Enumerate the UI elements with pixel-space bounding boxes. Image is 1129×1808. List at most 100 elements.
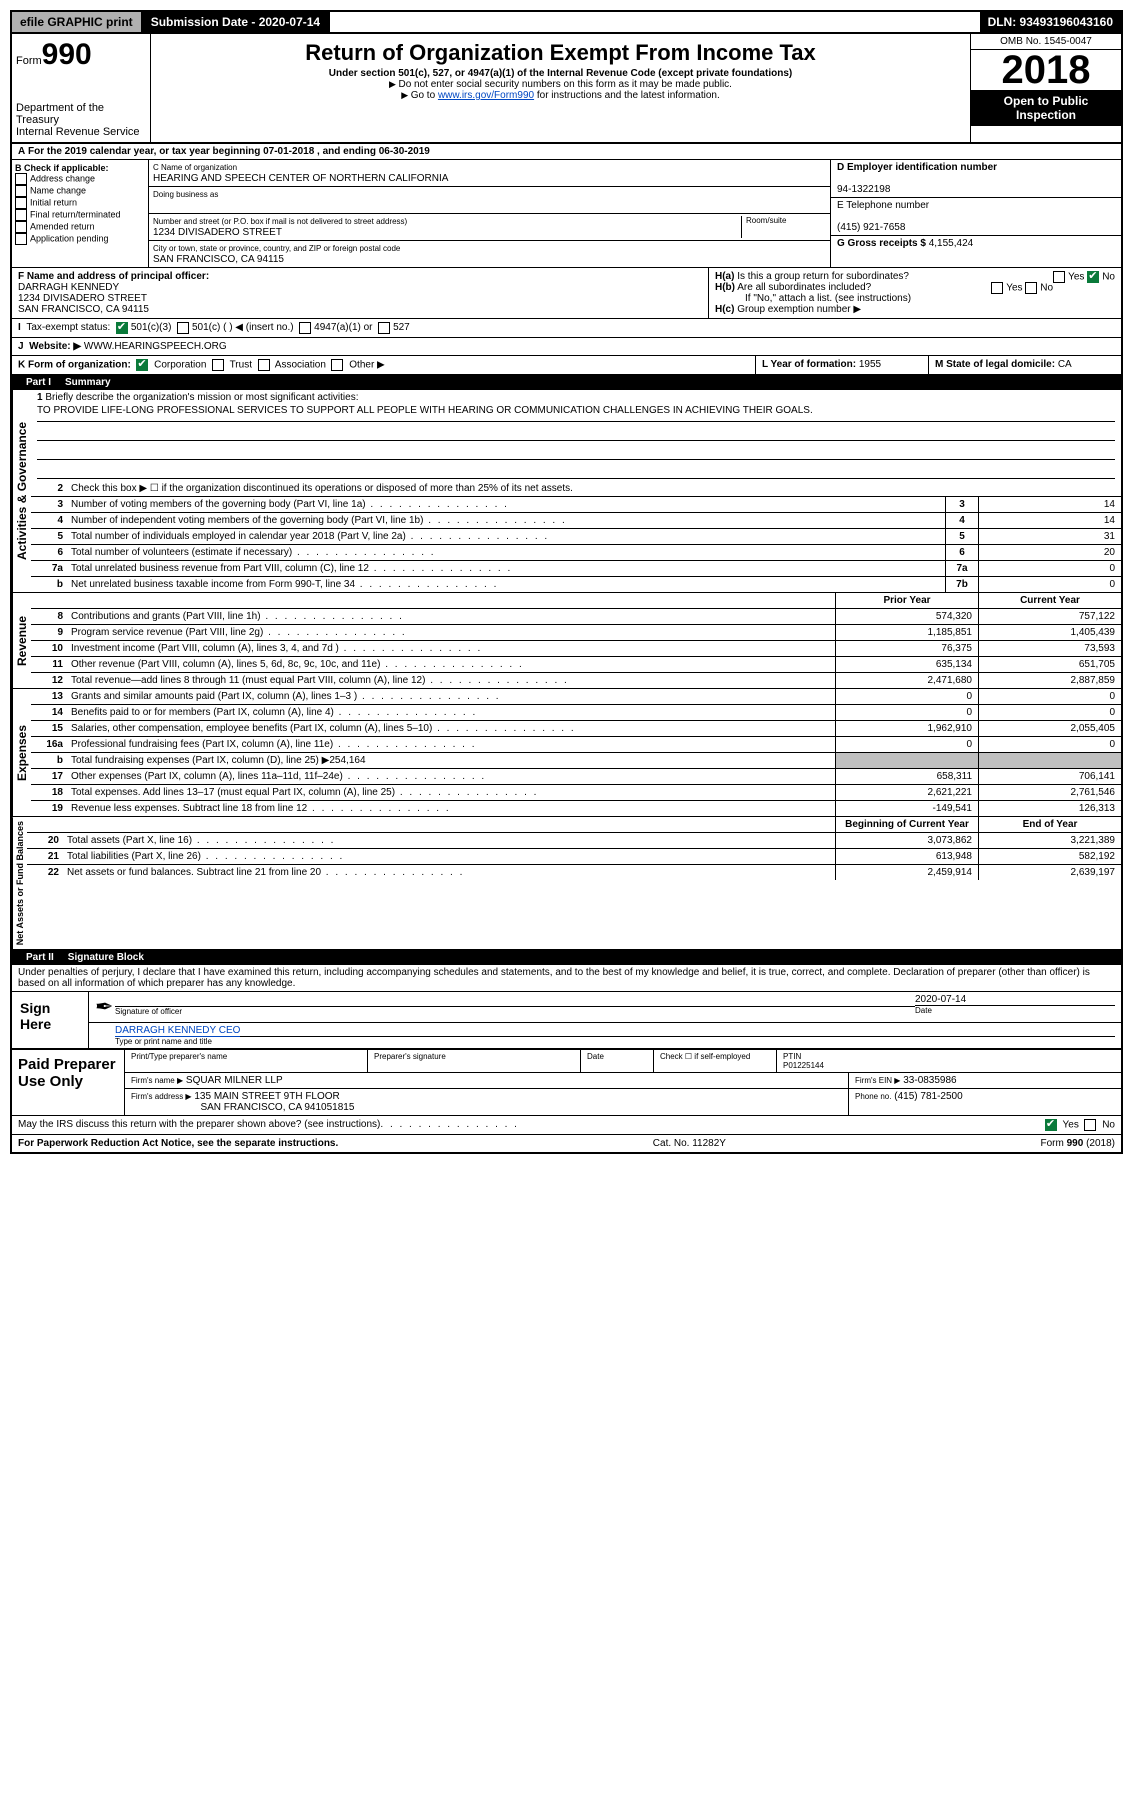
dln-label: DLN: 93493196043160 — [980, 12, 1121, 32]
gov-line: 2Check this box ▶ ☐ if the organization … — [31, 481, 1121, 497]
ein-label: D Employer identification number — [837, 162, 997, 173]
paid-label: Paid Preparer Use Only — [12, 1050, 125, 1115]
j-label: Website: ▶ — [29, 341, 81, 352]
gov-lines: 1 Briefly describe the organization's mi… — [31, 390, 1121, 592]
gov-vlabel: Activities & Governance — [12, 390, 31, 592]
date-label: Date — [915, 1005, 1115, 1015]
submission-date: Submission Date - 2020-07-14 — [143, 12, 330, 32]
discuss-yes-cb[interactable] — [1045, 1119, 1057, 1131]
form-prefix: Form — [16, 55, 42, 67]
city-block: City or town, state or province, country… — [149, 241, 830, 267]
501c3-cb[interactable] — [116, 322, 128, 334]
efile-label[interactable]: efile GRAPHIC print — [12, 12, 143, 32]
rev-line: 8Contributions and grants (Part VIII, li… — [31, 609, 1121, 625]
mission-text: TO PROVIDE LIFE-LONG PROFESSIONAL SERVIC… — [37, 403, 1115, 422]
f-label: F Name and address of principal officer: — [18, 271, 209, 282]
mission-block: 1 Briefly describe the organization's mi… — [31, 390, 1121, 481]
pra-notice: For Paperwork Reduction Act Notice, see … — [18, 1138, 338, 1149]
b-cb[interactable] — [15, 173, 27, 185]
net-line: 22Net assets or fund balances. Subtract … — [27, 865, 1121, 880]
gov-line: 5Total number of individuals employed in… — [31, 529, 1121, 545]
l-label: L Year of formation: — [762, 359, 856, 370]
part1-label: Part I — [20, 377, 57, 388]
section-bcd: B Check if applicable: Address changeNam… — [12, 160, 1121, 268]
no-label2: No — [1040, 283, 1053, 294]
firm-name: SQUAR MILNER LLP — [186, 1075, 283, 1086]
org-name-block: C Name of organizationHEARING AND SPEECH… — [149, 160, 830, 187]
corp-cb[interactable] — [136, 359, 148, 371]
b-cb[interactable] — [15, 185, 27, 197]
discuss-no-cb[interactable] — [1084, 1119, 1096, 1131]
cat-no: Cat. No. 11282Y — [653, 1138, 726, 1149]
opt-assoc: Association — [275, 360, 326, 371]
opt-other: Other ▶ — [349, 360, 384, 371]
trust-cb[interactable] — [212, 359, 224, 371]
ptin-val: P01225144 — [783, 1061, 824, 1070]
b-cb[interactable] — [15, 197, 27, 209]
b-item: Address change — [15, 173, 145, 185]
exp-line: 19Revenue less expenses. Subtract line 1… — [31, 801, 1121, 816]
hb-no-cb[interactable] — [1025, 282, 1037, 294]
firm-label: Firm's name ▶ — [131, 1076, 183, 1085]
mission-blank1 — [37, 422, 1115, 441]
prep-name-hdr: Print/Type preparer's name — [125, 1050, 368, 1072]
goto-post: for instructions and the latest informat… — [534, 90, 720, 101]
rev-line: 11Other revenue (Part VIII, column (A), … — [31, 657, 1121, 673]
firm-addr2: SAN FRANCISCO, CA 941051815 — [200, 1102, 354, 1113]
officer-name: DARRAGH KENNEDY — [18, 282, 119, 293]
b-item: Amended return — [15, 221, 145, 233]
phone-label: Phone no. — [855, 1092, 891, 1101]
sig-label: Signature of officer — [115, 1006, 915, 1020]
gross-block: G Gross receipts $ 4,155,424 — [831, 236, 1121, 251]
ptin-hdr: PTIN — [783, 1052, 801, 1061]
section-j: J Website: ▶ WWW.HEARINGSPEECH.ORG — [12, 338, 1121, 356]
top-bar: efile GRAPHIC print Submission Date - 20… — [12, 12, 1121, 34]
527-cb[interactable] — [378, 322, 390, 334]
ha-no-cb[interactable] — [1087, 271, 1099, 283]
net-vlabel: Net Assets or Fund Balances — [12, 817, 27, 949]
net-header: Beginning of Current YearEnd of Year — [27, 817, 1121, 833]
irs-link[interactable]: www.irs.gov/Form990 — [438, 90, 534, 101]
firm-ein-label: Firm's EIN ▶ — [855, 1076, 900, 1085]
501c-cb[interactable] — [177, 322, 189, 334]
form-header: Form990 Department of the Treasury Inter… — [12, 34, 1121, 144]
curr-hdr: Current Year — [978, 593, 1121, 608]
exp-line: 17Other expenses (Part IX, column (A), l… — [31, 769, 1121, 785]
b-cb[interactable] — [15, 233, 27, 245]
exp-line: 16aProfessional fundraising fees (Part I… — [31, 737, 1121, 753]
sign-block: Sign Here ✒ Signature of officer 2020-07… — [12, 992, 1121, 1050]
b-cb[interactable] — [15, 209, 27, 221]
exp-line: 13Grants and similar amounts paid (Part … — [31, 689, 1121, 705]
gross-val: 4,155,424 — [929, 238, 974, 249]
b-cb[interactable] — [15, 221, 27, 233]
end-hdr: End of Year — [978, 817, 1121, 832]
other-cb[interactable] — [331, 359, 343, 371]
hb-yes-cb[interactable] — [991, 282, 1003, 294]
hb-txt: Are all subordinates included? — [737, 282, 871, 293]
sign-here: Sign Here — [12, 992, 89, 1048]
ha-yes-cb[interactable] — [1053, 271, 1065, 283]
m-label: M State of legal domicile: — [935, 359, 1055, 370]
form-ref: Form 990 (2018) — [1041, 1138, 1115, 1149]
form-subtitle: Under section 501(c), 527, or 4947(a)(1)… — [155, 68, 966, 79]
discuss-yes: Yes — [1063, 1120, 1079, 1131]
name-title-label: Type or print name and title — [115, 1036, 1115, 1046]
opt-corp: Corporation — [154, 360, 206, 371]
form-990: 990 — [42, 38, 92, 71]
assoc-cb[interactable] — [258, 359, 270, 371]
yes-label2: Yes — [1006, 283, 1022, 294]
officer-addr2: SAN FRANCISCO, CA 94115 — [18, 304, 149, 315]
b-item: Final return/terminated — [15, 209, 145, 221]
note-link: Go to www.irs.gov/Form990 for instructio… — [155, 90, 966, 101]
city-val: SAN FRANCISCO, CA 94115 — [153, 254, 284, 265]
exp-vlabel: Expenses — [12, 689, 31, 816]
prep-row1: Print/Type preparer's name Preparer's si… — [125, 1050, 1121, 1073]
declaration: Under penalties of perjury, I declare th… — [12, 965, 1121, 992]
4947-cb[interactable] — [299, 322, 311, 334]
opt-501c3: 501(c)(3) — [131, 322, 172, 334]
mission-blank3 — [37, 460, 1115, 479]
prep-row3: Firm's address ▶ 135 MAIN STREET 9TH FLO… — [125, 1089, 1121, 1115]
h-b: H(b) Are all subordinates included? Yes … — [715, 282, 1115, 293]
form-number: Form990 — [16, 38, 146, 72]
sig-row1: ✒ Signature of officer 2020-07-14Date — [89, 992, 1121, 1023]
